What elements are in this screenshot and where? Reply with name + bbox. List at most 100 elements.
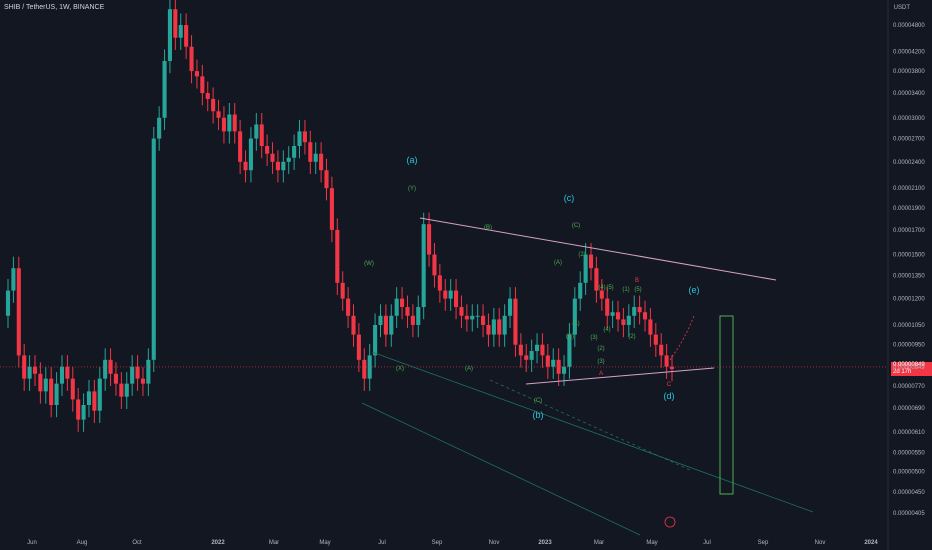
candle-down [437, 275, 442, 291]
candle-down [329, 188, 334, 230]
wave-label: (A) [465, 366, 473, 372]
projected-path [669, 315, 695, 361]
wave-label: (A) [554, 260, 562, 266]
candle-down [464, 315, 469, 320]
candle-down [405, 307, 410, 316]
candle-up [162, 60, 167, 118]
candle-up [578, 282, 583, 299]
candle-up [507, 298, 513, 316]
candle-down [605, 298, 610, 316]
y-tick-label: 0.00003800 [893, 69, 925, 75]
candle-up [416, 307, 421, 325]
wave-label: (d) [664, 391, 675, 401]
x-tick-label: 2022 [211, 540, 225, 546]
wave-label: (C) [534, 398, 542, 404]
y-tick-label: 0.00000849 [893, 365, 925, 371]
wave-label: (B) [566, 334, 574, 340]
wave-label: (1) [622, 287, 629, 293]
candle-down [113, 373, 119, 384]
wave-label: (1) [572, 321, 579, 327]
candle-down [383, 315, 388, 335]
candle-up [227, 114, 232, 132]
candle-down [481, 315, 486, 325]
x-tick-label: May [646, 540, 657, 546]
candle-down [545, 355, 550, 367]
candle-down [92, 391, 97, 411]
candle-down [189, 46, 194, 72]
y-tick-label: 0.00000550 [893, 451, 925, 457]
x-tick-label: 2024 [864, 540, 878, 546]
candle-up [378, 315, 383, 325]
candle-down [459, 307, 464, 316]
y-tick-label: 0.00000610 [893, 430, 925, 436]
candle-down [32, 366, 38, 374]
wave-label: (b) [533, 410, 544, 420]
wave-label: (B) [484, 225, 492, 231]
candle-up [167, 9, 173, 61]
candle-down [275, 161, 280, 171]
candle-down [49, 378, 54, 405]
candle-up [157, 117, 162, 139]
wave-label: (5) [606, 285, 613, 291]
wave-label: (C) [572, 223, 580, 229]
candle-down [70, 378, 75, 400]
candle-down [340, 282, 345, 299]
candle-up [632, 307, 637, 316]
x-tick-label: Mar [269, 540, 279, 546]
candle-down [524, 355, 529, 360]
candle-down [302, 131, 307, 143]
support-line [525, 367, 715, 385]
wave-label: (2) [628, 334, 635, 340]
y-tick-label: 0.00001200 [893, 297, 925, 303]
wave-label: B [635, 278, 639, 284]
y-tick-label: 0.00003400 [893, 91, 925, 97]
candle-down [346, 298, 351, 316]
y-tick-label: 0.00000770 [893, 384, 925, 390]
x-tick-label: May [319, 540, 330, 546]
candle-up [551, 359, 556, 367]
chart-title: SHIB / TetherUS, 1W, BINANCE [4, 4, 105, 11]
current-price-value: 0.00000849 [893, 362, 925, 368]
candle-up [11, 268, 16, 291]
wave-label: (Y) [408, 186, 416, 192]
y-tick-label: 0.00002700 [893, 137, 925, 143]
candle-up [470, 315, 475, 320]
y-tick-label: 0.00002100 [893, 186, 925, 192]
candle-up [389, 315, 394, 335]
wave-label: (a) [407, 155, 418, 165]
wave-label: (2) [578, 252, 585, 258]
candle-down [38, 373, 43, 392]
x-tick-label: Aug [77, 540, 88, 546]
candle-down [194, 71, 199, 77]
candle-up [394, 298, 399, 316]
y-tick-label: 0.00001500 [893, 253, 925, 259]
wave-label: A [599, 371, 603, 377]
candle-up [27, 366, 32, 379]
x-tick-label: Oct [132, 540, 142, 546]
candle-up [583, 254, 588, 283]
x-tick-label: Nov [815, 540, 826, 546]
candle-down [119, 383, 124, 397]
candle-up [124, 383, 129, 397]
wave-label: (5) [634, 287, 641, 293]
wave-label: (X) [396, 366, 404, 372]
candle-down [518, 344, 523, 356]
candle-down [497, 319, 502, 335]
x-tick-label: Sep [758, 540, 769, 546]
y-tick-label: 0.00001050 [893, 323, 925, 329]
candle-down [65, 366, 70, 379]
channel-line [371, 351, 814, 513]
channel-line [361, 402, 641, 536]
candle-up [81, 404, 86, 420]
candle-down [621, 319, 626, 325]
candle-up [297, 131, 302, 147]
candle-up [103, 359, 108, 379]
x-tick-label: Sep [432, 540, 443, 546]
candle-down [588, 254, 594, 269]
candle-down [351, 315, 356, 335]
y-tick-label: 0.00000450 [893, 490, 925, 496]
candle-down [427, 224, 432, 255]
candle-down [319, 153, 324, 171]
candle-down [200, 76, 205, 94]
